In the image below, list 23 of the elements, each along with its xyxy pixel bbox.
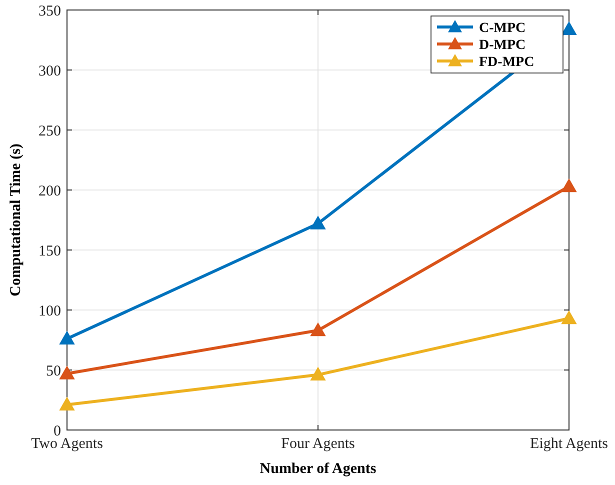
point	[310, 216, 326, 230]
legend-label: C-MPC	[479, 20, 526, 36]
legend-label: FD-MPC	[479, 54, 534, 70]
point	[562, 310, 576, 324]
x-tick-label: Four Agents	[281, 436, 356, 452]
point	[60, 331, 74, 345]
y-tick-label: 50	[46, 363, 61, 380]
point	[562, 22, 576, 35]
point	[310, 367, 326, 381]
x-axis-title: Number of Agents	[260, 461, 376, 477]
y-tick-label: 300	[38, 63, 61, 80]
y-tick-label: 350	[38, 3, 61, 20]
y-tick-label: 200	[38, 183, 61, 200]
point	[562, 178, 576, 192]
point	[310, 322, 326, 336]
y-tick-label: 100	[38, 303, 61, 320]
legend-label: D-MPC	[479, 38, 526, 53]
y-axis-title: Computational Time (s)	[8, 144, 24, 296]
y-tick-label: 250	[38, 123, 61, 140]
point	[60, 397, 74, 411]
x-tick-label: Eight Agents	[530, 436, 608, 452]
y-tick-label: 150	[38, 243, 61, 260]
point	[60, 366, 74, 380]
